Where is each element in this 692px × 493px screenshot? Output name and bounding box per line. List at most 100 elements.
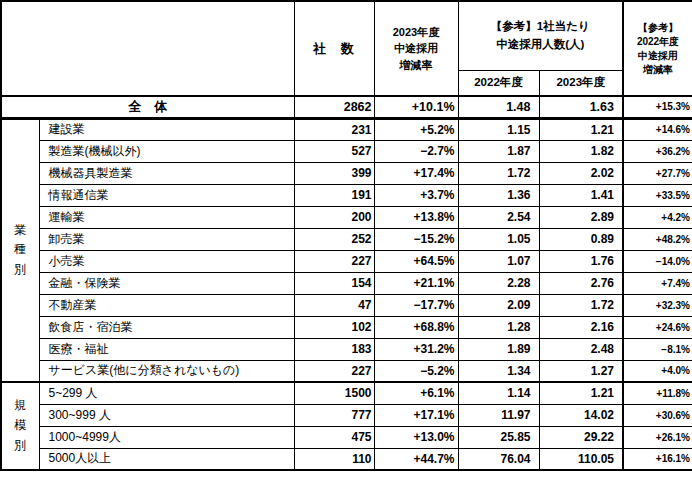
cell-label: 5~299 人 [39, 382, 294, 404]
industry-row: 製造業(機械以外) 527 −2.7% 1.87 1.82 +36.2% [1, 140, 692, 162]
industry-row: 機械器具製造業 399 +17.4% 1.72 2.02 +27.7% [1, 162, 692, 184]
cell-per-2022: 1.14 [458, 382, 539, 404]
row-group-industry: 業 種 別 [1, 118, 39, 382]
cell-label: 5000人以上 [39, 448, 294, 470]
industry-row: サービス業(他に分類されないもの) 227 −5.2% 1.34 1.27 +4… [1, 360, 692, 382]
cell-ref-rate-2022: +33.5% [623, 184, 692, 206]
cell-per-2022: 1.28 [458, 316, 539, 338]
cell-label: 情報通信業 [39, 184, 294, 206]
cell-per-2023: 1.82 [539, 140, 623, 162]
cell-companies: 527 [294, 140, 374, 162]
cell-per-2022: 1.34 [458, 360, 539, 382]
cell-label: 1000~4999人 [39, 426, 294, 448]
industry-row: 医療・福祉 183 +31.2% 1.89 2.48 −8.1% [1, 338, 692, 360]
header-ref-per-company: 【参考】1社当たり 中途採用人数(人) [458, 1, 623, 70]
cell-per-2022: 2.28 [458, 272, 539, 294]
cell-label: 医療・福祉 [39, 338, 294, 360]
industry-row: 情報通信業 191 +3.7% 1.36 1.41 +33.5% [1, 184, 692, 206]
cell-per-2022: 1.07 [458, 250, 539, 272]
cell-per-2022: 76.04 [458, 448, 539, 470]
cell-companies: 200 [294, 206, 374, 228]
cell-ref-rate-2022: +26.1% [623, 426, 692, 448]
cell-companies: 227 [294, 360, 374, 382]
cell-per-2023: 1.76 [539, 250, 623, 272]
total-companies: 2862 [294, 96, 374, 118]
cell-per-2023: 1.21 [539, 118, 623, 140]
cell-ref-rate-2022: +32.3% [623, 294, 692, 316]
cell-rate-2023: +64.5% [374, 250, 458, 272]
cell-label: 金融・保険業 [39, 272, 294, 294]
cell-per-2023: 29.22 [539, 426, 623, 448]
size-row: 1000~4999人 475 +13.0% 25.85 29.22 +26.1% [1, 426, 692, 448]
cell-per-2023: 1.72 [539, 294, 623, 316]
cell-per-2022: 1.36 [458, 184, 539, 206]
cell-rate-2023: +21.1% [374, 272, 458, 294]
size-row: 5000人以上 110 +44.7% 76.04 110.05 +16.1% [1, 448, 692, 470]
cell-label: 300~999 人 [39, 404, 294, 426]
cell-per-2022: 1.72 [458, 162, 539, 184]
cell-per-2023: 2.48 [539, 338, 623, 360]
cell-companies: 191 [294, 184, 374, 206]
header-fy2022: 2022年度 [458, 70, 539, 96]
cell-per-2023: 14.02 [539, 404, 623, 426]
hiring-statistics-table: 社 数 2023年度 中途採用 増減率 【参考】1社当たり 中途採用人数(人) … [0, 0, 692, 471]
cell-label: 建設業 [39, 118, 294, 140]
cell-ref-rate-2022: +4.0% [623, 360, 692, 382]
cell-ref-rate-2022: +14.6% [623, 118, 692, 140]
cell-label: 機械器具製造業 [39, 162, 294, 184]
cell-ref-rate-2022: +24.6% [623, 316, 692, 338]
cell-label: 卸売業 [39, 228, 294, 250]
industry-row: 運輸業 200 +13.8% 2.54 2.89 +4.2% [1, 206, 692, 228]
cell-companies: 777 [294, 404, 374, 426]
cell-companies: 231 [294, 118, 374, 140]
header-rate-2023: 2023年度 中途採用 増減率 [374, 1, 458, 96]
cell-ref-rate-2022: +30.6% [623, 404, 692, 426]
cell-companies: 47 [294, 294, 374, 316]
industry-row: 金融・保険業 154 +21.1% 2.28 2.76 +7.4% [1, 272, 692, 294]
total-row: 全 体 2862 +10.1% 1.48 1.63 +15.3% [1, 96, 692, 118]
cell-per-2023: 2.02 [539, 162, 623, 184]
header-companies: 社 数 [294, 1, 374, 96]
cell-rate-2023: +5.2% [374, 118, 458, 140]
industry-row: 小売業 227 +64.5% 1.07 1.76 −14.0% [1, 250, 692, 272]
header-blank [1, 1, 294, 96]
cell-per-2022: 2.09 [458, 294, 539, 316]
industry-row: 飲食店・宿泊業 102 +68.8% 1.28 2.16 +24.6% [1, 316, 692, 338]
cell-companies: 154 [294, 272, 374, 294]
cell-label: 飲食店・宿泊業 [39, 316, 294, 338]
cell-companies: 110 [294, 448, 374, 470]
size-row: 300~999 人 777 +17.1% 11.97 14.02 +30.6% [1, 404, 692, 426]
cell-ref-rate-2022: +48.2% [623, 228, 692, 250]
header-fy2023: 2023年度 [539, 70, 623, 96]
cell-per-2022: 11.97 [458, 404, 539, 426]
cell-per-2022: 1.89 [458, 338, 539, 360]
total-label: 全 体 [1, 96, 294, 118]
cell-rate-2023: +68.8% [374, 316, 458, 338]
cell-companies: 475 [294, 426, 374, 448]
cell-label: 製造業(機械以外) [39, 140, 294, 162]
total-ref-rate-2022: +15.3% [623, 96, 692, 118]
cell-ref-rate-2022: +16.1% [623, 448, 692, 470]
cell-per-2022: 2.54 [458, 206, 539, 228]
cell-per-2023: 110.05 [539, 448, 623, 470]
cell-rate-2023: −5.2% [374, 360, 458, 382]
industry-row: 卸売業 252 −15.2% 1.05 0.89 +48.2% [1, 228, 692, 250]
cell-per-2022: 1.87 [458, 140, 539, 162]
header-row-1: 社 数 2023年度 中途採用 増減率 【参考】1社当たり 中途採用人数(人) … [1, 1, 692, 70]
cell-label: サービス業(他に分類されないもの) [39, 360, 294, 382]
cell-per-2022: 25.85 [458, 426, 539, 448]
cell-rate-2023: +13.0% [374, 426, 458, 448]
cell-ref-rate-2022: −8.1% [623, 338, 692, 360]
cell-per-2023: 2.16 [539, 316, 623, 338]
cell-label: 運輸業 [39, 206, 294, 228]
cell-rate-2023: +17.4% [374, 162, 458, 184]
cell-rate-2023: −15.2% [374, 228, 458, 250]
cell-rate-2023: +13.8% [374, 206, 458, 228]
cell-per-2023: 1.21 [539, 382, 623, 404]
cell-per-2023: 2.76 [539, 272, 623, 294]
cell-ref-rate-2022: +4.2% [623, 206, 692, 228]
total-per-2023: 1.63 [539, 96, 623, 118]
cell-companies: 1500 [294, 382, 374, 404]
cell-per-2022: 1.15 [458, 118, 539, 140]
cell-ref-rate-2022: +36.2% [623, 140, 692, 162]
